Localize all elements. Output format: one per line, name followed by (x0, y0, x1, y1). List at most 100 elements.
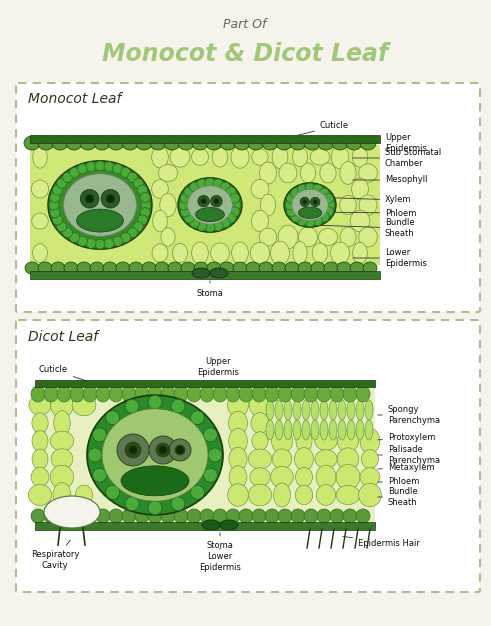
Ellipse shape (337, 448, 359, 470)
Ellipse shape (155, 262, 169, 274)
Ellipse shape (200, 509, 214, 523)
Text: Bundle
Sheath: Bundle Sheath (378, 487, 418, 506)
Ellipse shape (168, 262, 182, 274)
Ellipse shape (220, 520, 238, 530)
Ellipse shape (337, 430, 358, 452)
Ellipse shape (62, 172, 73, 182)
Ellipse shape (137, 185, 147, 195)
Ellipse shape (29, 395, 51, 415)
Ellipse shape (320, 420, 328, 440)
Ellipse shape (278, 225, 298, 249)
Ellipse shape (356, 509, 370, 523)
Ellipse shape (86, 239, 96, 249)
Ellipse shape (31, 386, 45, 402)
Ellipse shape (276, 136, 292, 150)
Ellipse shape (259, 162, 276, 184)
Ellipse shape (226, 509, 240, 523)
Ellipse shape (32, 449, 48, 469)
Ellipse shape (275, 420, 283, 440)
Ellipse shape (260, 194, 275, 216)
Text: Palisade
Parenchyma: Palisade Parenchyma (378, 445, 440, 464)
Ellipse shape (203, 468, 218, 482)
Ellipse shape (206, 136, 222, 150)
Ellipse shape (320, 400, 328, 420)
Text: Stoma: Stoma (196, 281, 223, 297)
Ellipse shape (272, 262, 286, 274)
Ellipse shape (160, 193, 176, 217)
Ellipse shape (251, 180, 269, 198)
Ellipse shape (363, 262, 377, 274)
Circle shape (176, 446, 184, 454)
Ellipse shape (106, 411, 120, 424)
Ellipse shape (251, 210, 269, 232)
Ellipse shape (304, 386, 318, 402)
Ellipse shape (133, 222, 143, 232)
Ellipse shape (121, 168, 131, 178)
Text: Cuticle: Cuticle (298, 121, 349, 135)
Ellipse shape (135, 509, 149, 523)
Ellipse shape (313, 184, 323, 194)
Ellipse shape (125, 399, 139, 413)
Ellipse shape (338, 400, 346, 420)
Ellipse shape (271, 241, 289, 265)
Ellipse shape (315, 449, 337, 468)
Text: Xylem: Xylem (313, 195, 411, 205)
Ellipse shape (332, 136, 348, 150)
Ellipse shape (122, 509, 136, 523)
Ellipse shape (31, 180, 49, 198)
Ellipse shape (285, 200, 295, 210)
Ellipse shape (52, 136, 68, 150)
Ellipse shape (248, 449, 272, 469)
Ellipse shape (109, 509, 123, 523)
Text: Stoma: Stoma (207, 533, 233, 550)
Ellipse shape (346, 136, 362, 150)
Ellipse shape (304, 136, 320, 150)
Ellipse shape (94, 136, 110, 150)
Ellipse shape (142, 262, 156, 274)
Ellipse shape (213, 179, 223, 189)
Ellipse shape (83, 509, 97, 523)
Ellipse shape (291, 509, 305, 523)
Ellipse shape (324, 207, 333, 217)
Text: Dicot Leaf: Dicot Leaf (28, 330, 98, 344)
Ellipse shape (136, 136, 152, 150)
Ellipse shape (273, 483, 291, 507)
Ellipse shape (104, 239, 114, 249)
Ellipse shape (230, 193, 240, 203)
Ellipse shape (51, 392, 73, 418)
Ellipse shape (32, 244, 48, 262)
Ellipse shape (197, 221, 207, 231)
Ellipse shape (190, 182, 200, 192)
Ellipse shape (299, 207, 322, 218)
Ellipse shape (38, 136, 54, 150)
Ellipse shape (353, 242, 367, 264)
Ellipse shape (329, 420, 337, 440)
Ellipse shape (64, 262, 78, 274)
Ellipse shape (287, 193, 297, 203)
Ellipse shape (319, 228, 337, 245)
Ellipse shape (291, 188, 301, 198)
Ellipse shape (153, 210, 167, 232)
Ellipse shape (279, 163, 297, 183)
Ellipse shape (87, 395, 223, 515)
Ellipse shape (298, 184, 307, 194)
Ellipse shape (77, 209, 123, 232)
Ellipse shape (239, 386, 253, 402)
Ellipse shape (292, 147, 308, 167)
Ellipse shape (220, 262, 234, 274)
Ellipse shape (293, 400, 301, 420)
Ellipse shape (57, 509, 71, 523)
Ellipse shape (231, 146, 249, 168)
Ellipse shape (38, 262, 52, 274)
Bar (35, 380, 375, 387)
Ellipse shape (135, 386, 149, 402)
Ellipse shape (109, 386, 123, 402)
Ellipse shape (330, 386, 344, 402)
Ellipse shape (128, 228, 137, 238)
Ellipse shape (69, 168, 80, 178)
Ellipse shape (50, 192, 60, 202)
Ellipse shape (284, 420, 292, 440)
Ellipse shape (353, 147, 368, 167)
Ellipse shape (96, 386, 110, 402)
Ellipse shape (252, 149, 268, 165)
